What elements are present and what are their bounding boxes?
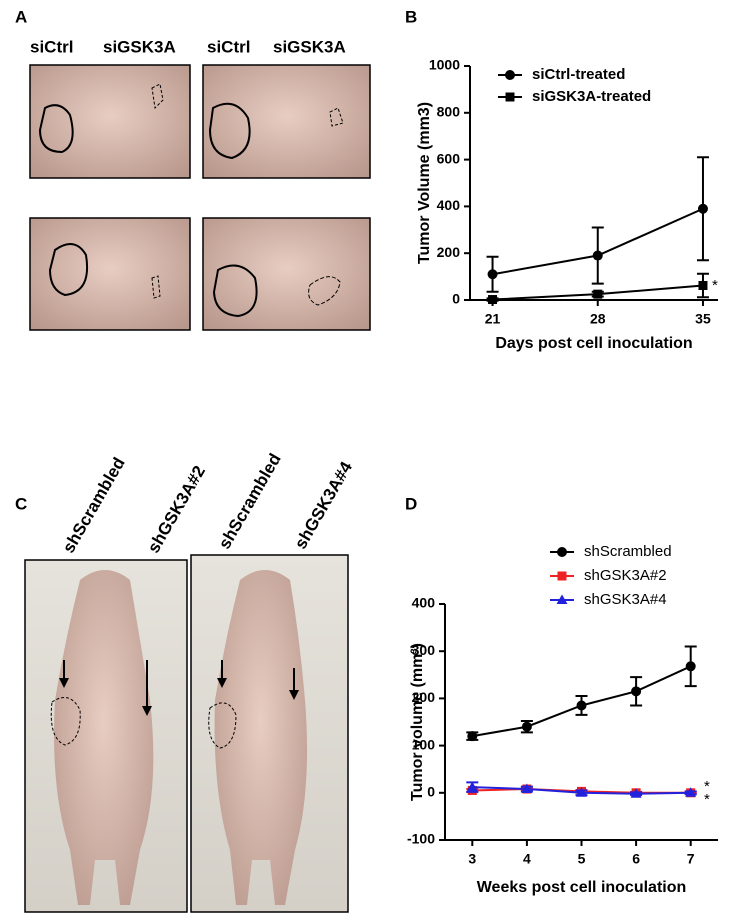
x-tick-label: 6 [632, 851, 640, 867]
marker [685, 787, 697, 797]
marker [557, 571, 567, 581]
panel-label: B [405, 7, 417, 26]
x-axis-label: Weeks post cell inoculation [477, 879, 687, 896]
photo-label: siCtrl [30, 37, 73, 56]
marker [466, 781, 478, 792]
y-tick-label: 400 [412, 595, 436, 611]
y-tick-label: 200 [437, 244, 461, 260]
photo-label: shScrambled [59, 454, 129, 556]
photo [190, 554, 349, 913]
marker [488, 295, 498, 305]
y-tick-label: 1000 [429, 57, 460, 73]
photo-label: shScrambled [215, 450, 285, 552]
x-tick-label: 21 [485, 311, 501, 327]
photo [29, 217, 191, 331]
legend-label: shScrambled [584, 543, 672, 560]
y-tick-label: -100 [407, 831, 435, 847]
marker [592, 250, 603, 261]
photo-label: siGSK3A [273, 37, 346, 56]
y-tick-label: 600 [437, 150, 461, 166]
marker [631, 686, 642, 697]
photo-grid-a [29, 64, 371, 331]
y-axis-label: Tumor Volume (mm3) [416, 102, 433, 264]
y-tick-label: 0 [452, 291, 460, 307]
x-tick-label: 7 [687, 851, 695, 867]
photo-label: siCtrl [207, 37, 250, 56]
photo-label: siGSK3A [103, 37, 176, 56]
x-tick-label: 3 [468, 851, 476, 867]
y-tick-label: 200 [412, 689, 436, 705]
marker [557, 547, 567, 557]
marker [521, 721, 532, 732]
panel-label: D [405, 494, 417, 513]
marker [593, 289, 603, 299]
x-axis-label: Days post cell inoculation [495, 335, 692, 352]
y-tick-label: 400 [437, 197, 461, 213]
x-tick-label: 28 [590, 311, 606, 327]
marker [487, 269, 498, 280]
photo-label: shGSK3A#2 [144, 462, 209, 556]
marker [556, 594, 568, 604]
photo [29, 64, 191, 179]
marker [576, 787, 587, 797]
annotation: * [704, 791, 710, 808]
legend-label: siCtrl-treated [532, 66, 625, 83]
y-tick-label: 300 [412, 642, 436, 658]
photo [202, 217, 371, 331]
x-tick-label: 5 [578, 851, 586, 867]
legend-label: shGSK3A#2 [584, 567, 667, 584]
photo [202, 64, 371, 179]
marker [505, 92, 515, 102]
marker [467, 731, 478, 742]
marker [697, 203, 708, 214]
y-tick-label: 0 [427, 784, 435, 800]
y-axis-label: Tumor volume (mm³) [409, 643, 426, 801]
y-tick-label: 800 [437, 104, 461, 120]
panel-label: A [15, 7, 27, 26]
marker [685, 661, 696, 672]
photo [24, 559, 188, 913]
marker [576, 700, 587, 711]
marker [630, 788, 642, 798]
marker [505, 70, 515, 80]
x-tick-label: 35 [695, 311, 711, 327]
chart: -100 0 100 200 300 400 3 4 5 6 7 Tumor volume (mm³)… [407, 543, 718, 896]
photo-label: shGSK3A#4 [291, 458, 356, 552]
marker [521, 783, 533, 794]
chart: 0 200 400 600 800 1000 21 28 35 Tumor Volume (mm3… [416, 57, 718, 352]
annotation: * [704, 778, 710, 795]
panel-label: C [15, 494, 27, 513]
y-tick-label: 100 [412, 736, 436, 752]
annotation: * [712, 277, 718, 294]
marker [698, 280, 708, 290]
x-tick-label: 4 [523, 851, 531, 867]
legend-label: shGSK3A#4 [584, 591, 667, 608]
photo-grid-c [24, 554, 349, 913]
legend-label: siGSK3A-treated [532, 88, 651, 105]
